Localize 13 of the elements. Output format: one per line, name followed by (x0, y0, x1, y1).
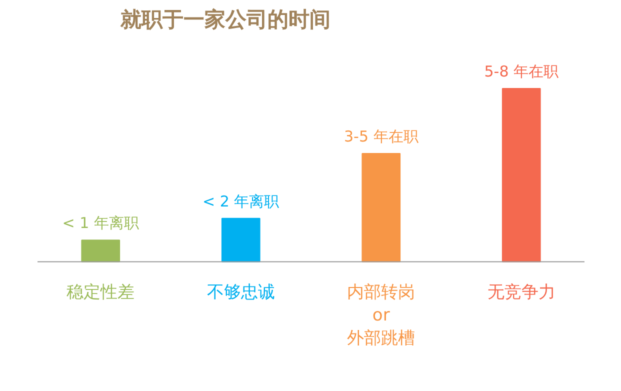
chart-title: 就职于一家公司的时间 (120, 8, 330, 32)
annotation: < 1 年离职 (62, 214, 139, 232)
bar (81, 240, 120, 262)
annotation: 3-5 年在职 (344, 127, 418, 146)
bar (502, 88, 541, 262)
x-tick-label: 稳定性差 (66, 282, 135, 303)
annotation: 5-8 年在职 (484, 62, 559, 80)
x-tick-label: 无竞争力 (487, 282, 556, 303)
bar (221, 218, 260, 262)
x-tick-label: 内部转岗 or 外部跳槽 (347, 282, 416, 349)
x-tick-label: 不够忠诚 (206, 282, 275, 303)
annotation: < 2 年离职 (202, 192, 280, 210)
bar (362, 152, 401, 262)
